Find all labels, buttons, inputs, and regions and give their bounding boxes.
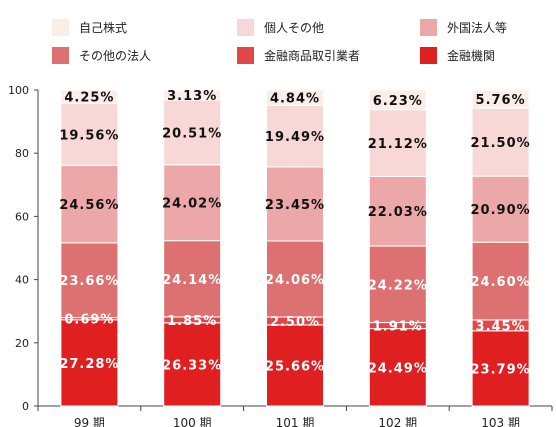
bar-segment [60,319,119,407]
data-label: 3.45% [476,319,526,334]
data-label: 24.56% [59,198,119,213]
bar-segment [163,322,222,407]
bar-segment [471,107,530,177]
bar-segment [266,166,324,242]
data-label: 1.91% [373,320,423,335]
data-label: 21.50% [471,136,531,151]
data-label: 6.23% [373,94,423,109]
data-label: 19.56% [59,128,119,143]
data-label: 26.33% [162,358,222,373]
bar-segment [368,109,427,177]
data-label: 24.02% [162,197,222,212]
x-tick-label: 101 期 [276,416,315,427]
axes: 0 20 40 60 80 100 99 期 100 期 101 期 102 期 103 期 [8,84,553,427]
bar-segment [163,164,222,242]
bar-segment [471,175,530,243]
data-label: 24.22% [368,278,428,293]
data-label: 24.06% [265,273,325,288]
bar-segment [471,330,530,407]
y-tick-label: 60 [15,210,29,223]
data-label: 2.50% [270,315,320,330]
y-tick-label: 80 [15,147,29,160]
x-tick-label: 99 期 [74,416,105,427]
data-label: 4.25% [64,91,114,106]
bar-segment [471,89,530,109]
bar-segment [471,241,530,321]
legend-swatch [237,19,254,36]
legend-label: 外国法人等 [447,21,507,35]
legend-label: 金融機関 [447,48,495,63]
bars [60,89,530,407]
legend-swatch [52,47,69,64]
data-label: 24.14% [162,273,222,288]
data-label: 5.76% [476,93,526,108]
legend-label: 金融商品取引業者 [264,48,360,63]
data-labels: 27.28% 0.69% 23.66% 24.56% 19.56% 4.25% 26.33%… [59,89,531,377]
data-label: 3.13% [167,89,217,104]
bar-segment [266,104,324,168]
bar-segment [60,242,119,319]
bar-segment [60,102,119,166]
y-tick-label: 20 [15,337,29,350]
data-label: 24.60% [471,275,531,290]
data-label: 23.45% [265,198,325,213]
y-tick-label: 100 [8,84,29,97]
data-label: 20.90% [471,203,531,218]
bar-segment [266,324,324,407]
bar-segment [60,89,119,104]
x-tick-label: 102 期 [378,416,417,427]
data-label: 24.49% [368,361,428,376]
data-label: 4.84% [270,92,320,107]
bar-segment [368,328,427,407]
y-tick-label: 0 [22,400,29,413]
legend-swatch [52,19,69,36]
bar-segment [163,89,222,101]
data-label: 20.51% [162,126,222,141]
x-tick-label: 100 期 [173,416,212,427]
bar-segment [60,164,119,244]
bar-segment [266,89,324,106]
data-label: 19.49% [265,130,325,145]
y-tick-label: 40 [15,274,29,287]
data-label: 27.28% [59,357,119,372]
x-tick-label: 103 期 [481,416,520,427]
legend-label: 自己株式 [79,20,127,35]
legend-label: その他の法人 [79,49,151,63]
data-label: 23.66% [59,274,119,289]
data-label: 22.03% [368,205,428,220]
data-label: 1.85% [167,314,217,329]
legend-swatch [420,19,437,36]
bar-segment [368,245,427,324]
legend-label: 個人その他 [264,21,324,35]
legend-swatch [237,47,254,64]
data-label: 23.79% [471,362,531,377]
legend-swatch [420,47,437,64]
bar-segment [368,89,427,111]
data-label: 21.12% [368,137,428,152]
data-label: 0.69% [64,313,114,328]
data-label: 25.66% [265,359,325,374]
